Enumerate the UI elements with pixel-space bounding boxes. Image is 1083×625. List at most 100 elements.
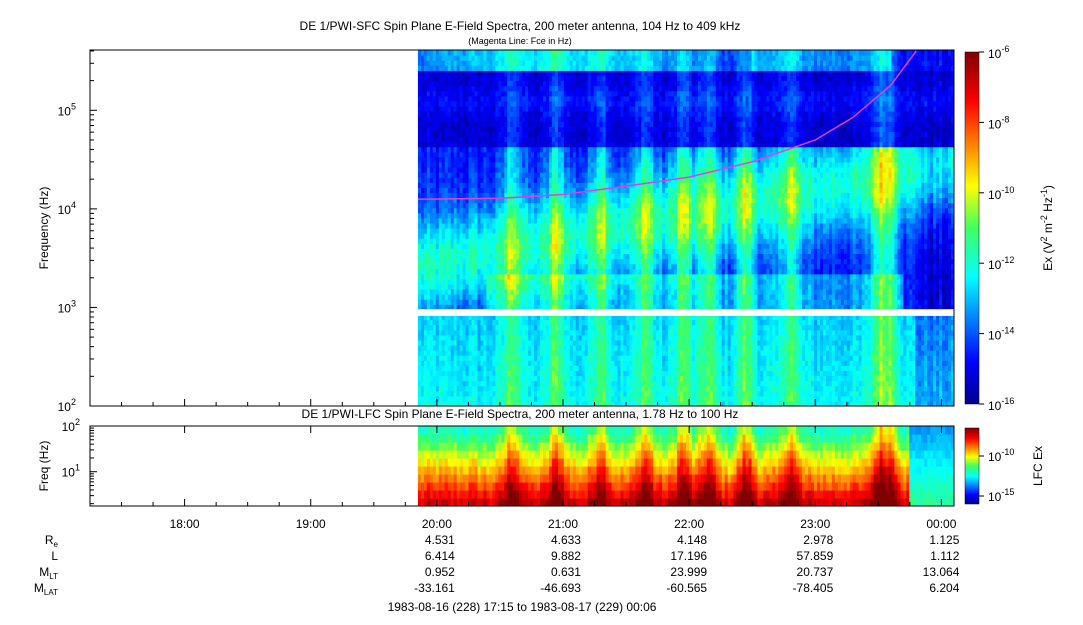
sfc-cell — [468, 50, 473, 56]
sfc-cell — [531, 177, 535, 183]
sfc-cell — [423, 294, 428, 300]
sfc-cell — [516, 273, 520, 280]
sfc-cell — [522, 273, 526, 280]
sfc-cell — [522, 161, 526, 168]
sfc-cell — [516, 65, 520, 71]
sfc-cell — [477, 289, 482, 295]
sfc-cell — [444, 217, 449, 224]
sfc-cell — [525, 141, 529, 148]
sfc-cell — [510, 126, 514, 132]
sfc-cell — [453, 172, 458, 178]
sfc-cell — [501, 395, 505, 402]
sfc-cell — [429, 278, 434, 285]
sfc-cell — [420, 217, 425, 224]
sfc-cell — [519, 146, 523, 153]
sfc-cell — [471, 253, 476, 260]
sfc-cell — [501, 192, 505, 199]
sfc-cell — [471, 197, 476, 204]
sfc-cell — [519, 253, 523, 260]
sfc-cell — [444, 80, 449, 87]
sfc-cell — [426, 166, 431, 173]
sfc-cell — [474, 136, 479, 143]
sfc-cell — [516, 75, 520, 82]
sfc-cell — [429, 360, 434, 366]
sfc-cell — [423, 141, 428, 148]
sfc-cell — [531, 278, 535, 285]
sfc-cell — [495, 177, 499, 183]
sfc-cell — [513, 350, 517, 356]
sfc-cell — [477, 212, 482, 219]
sfc-cell — [513, 370, 517, 377]
sfc-cell — [438, 222, 443, 229]
sfc-cell — [531, 90, 535, 97]
sfc-cell — [501, 111, 505, 117]
sfc-cell — [489, 126, 493, 132]
sfc-cell — [486, 161, 491, 168]
sfc-cell — [441, 141, 446, 148]
sfc-cell — [420, 228, 425, 234]
sfc-cell — [528, 166, 532, 173]
sfc-cell — [462, 360, 467, 366]
sfc-cell — [507, 314, 511, 321]
sfc-cell — [522, 319, 526, 326]
sfc-cell — [438, 329, 443, 336]
sfc-cell — [486, 75, 491, 82]
sfc-cell — [498, 207, 502, 214]
sfc-cell — [516, 355, 520, 361]
sfc-cell — [423, 55, 428, 61]
sfc-cell — [513, 70, 517, 77]
sfc-cell — [468, 111, 473, 117]
sfc-cell — [492, 360, 496, 366]
sfc-cell — [531, 111, 535, 117]
sfc-cell — [504, 365, 508, 371]
sfc-cell — [513, 100, 517, 107]
sfc-cell — [471, 324, 476, 331]
sfc-cell — [459, 207, 464, 214]
sfc-cell — [420, 50, 425, 56]
sfc-cell — [489, 151, 493, 158]
sfc-cell — [453, 100, 458, 107]
sfc-cell — [492, 105, 496, 112]
sfc-cell — [465, 319, 470, 326]
sfc-cell — [507, 253, 511, 260]
sfc-cell — [453, 105, 458, 112]
sfc-cell — [471, 50, 476, 56]
sfc-cell — [510, 207, 514, 214]
sfc-cell — [531, 355, 535, 361]
sfc-cell — [420, 55, 425, 61]
sfc-cell — [426, 85, 431, 92]
sfc-cell — [492, 212, 496, 219]
sfc-cell — [507, 324, 511, 331]
sfc-cell — [489, 202, 493, 209]
sfc-cell — [492, 304, 496, 310]
sfc-cell — [420, 207, 425, 214]
sfc-cell — [474, 294, 479, 300]
sfc-cell — [444, 60, 449, 66]
sfc-cell — [423, 319, 428, 326]
sfc-cell — [462, 80, 467, 87]
sfc-cell — [474, 360, 479, 366]
sfc-cell — [528, 294, 532, 300]
sfc-cell — [531, 268, 535, 275]
sfc-cell — [450, 400, 455, 406]
sfc-cell — [525, 243, 529, 249]
sfc-cell — [480, 375, 485, 382]
sfc-cell — [495, 273, 499, 280]
sfc-cell — [522, 365, 526, 371]
sfc-cell — [426, 400, 431, 406]
sfc-cell — [468, 182, 473, 188]
sfc-cell — [495, 294, 499, 300]
sfc-cell — [420, 294, 425, 300]
sfc-cell — [501, 156, 505, 163]
sfc-cell — [525, 80, 529, 87]
sfc-cell — [522, 207, 526, 214]
sfc-cell — [528, 365, 532, 371]
sfc-cell — [519, 233, 523, 239]
sfc-cell — [483, 355, 488, 361]
sfc-cell — [507, 365, 511, 371]
sfc-cell — [465, 80, 470, 87]
sfc-cell — [522, 385, 526, 392]
sfc-cell — [426, 90, 431, 97]
sfc-cell — [417, 355, 422, 361]
sfc-cell — [522, 314, 526, 321]
